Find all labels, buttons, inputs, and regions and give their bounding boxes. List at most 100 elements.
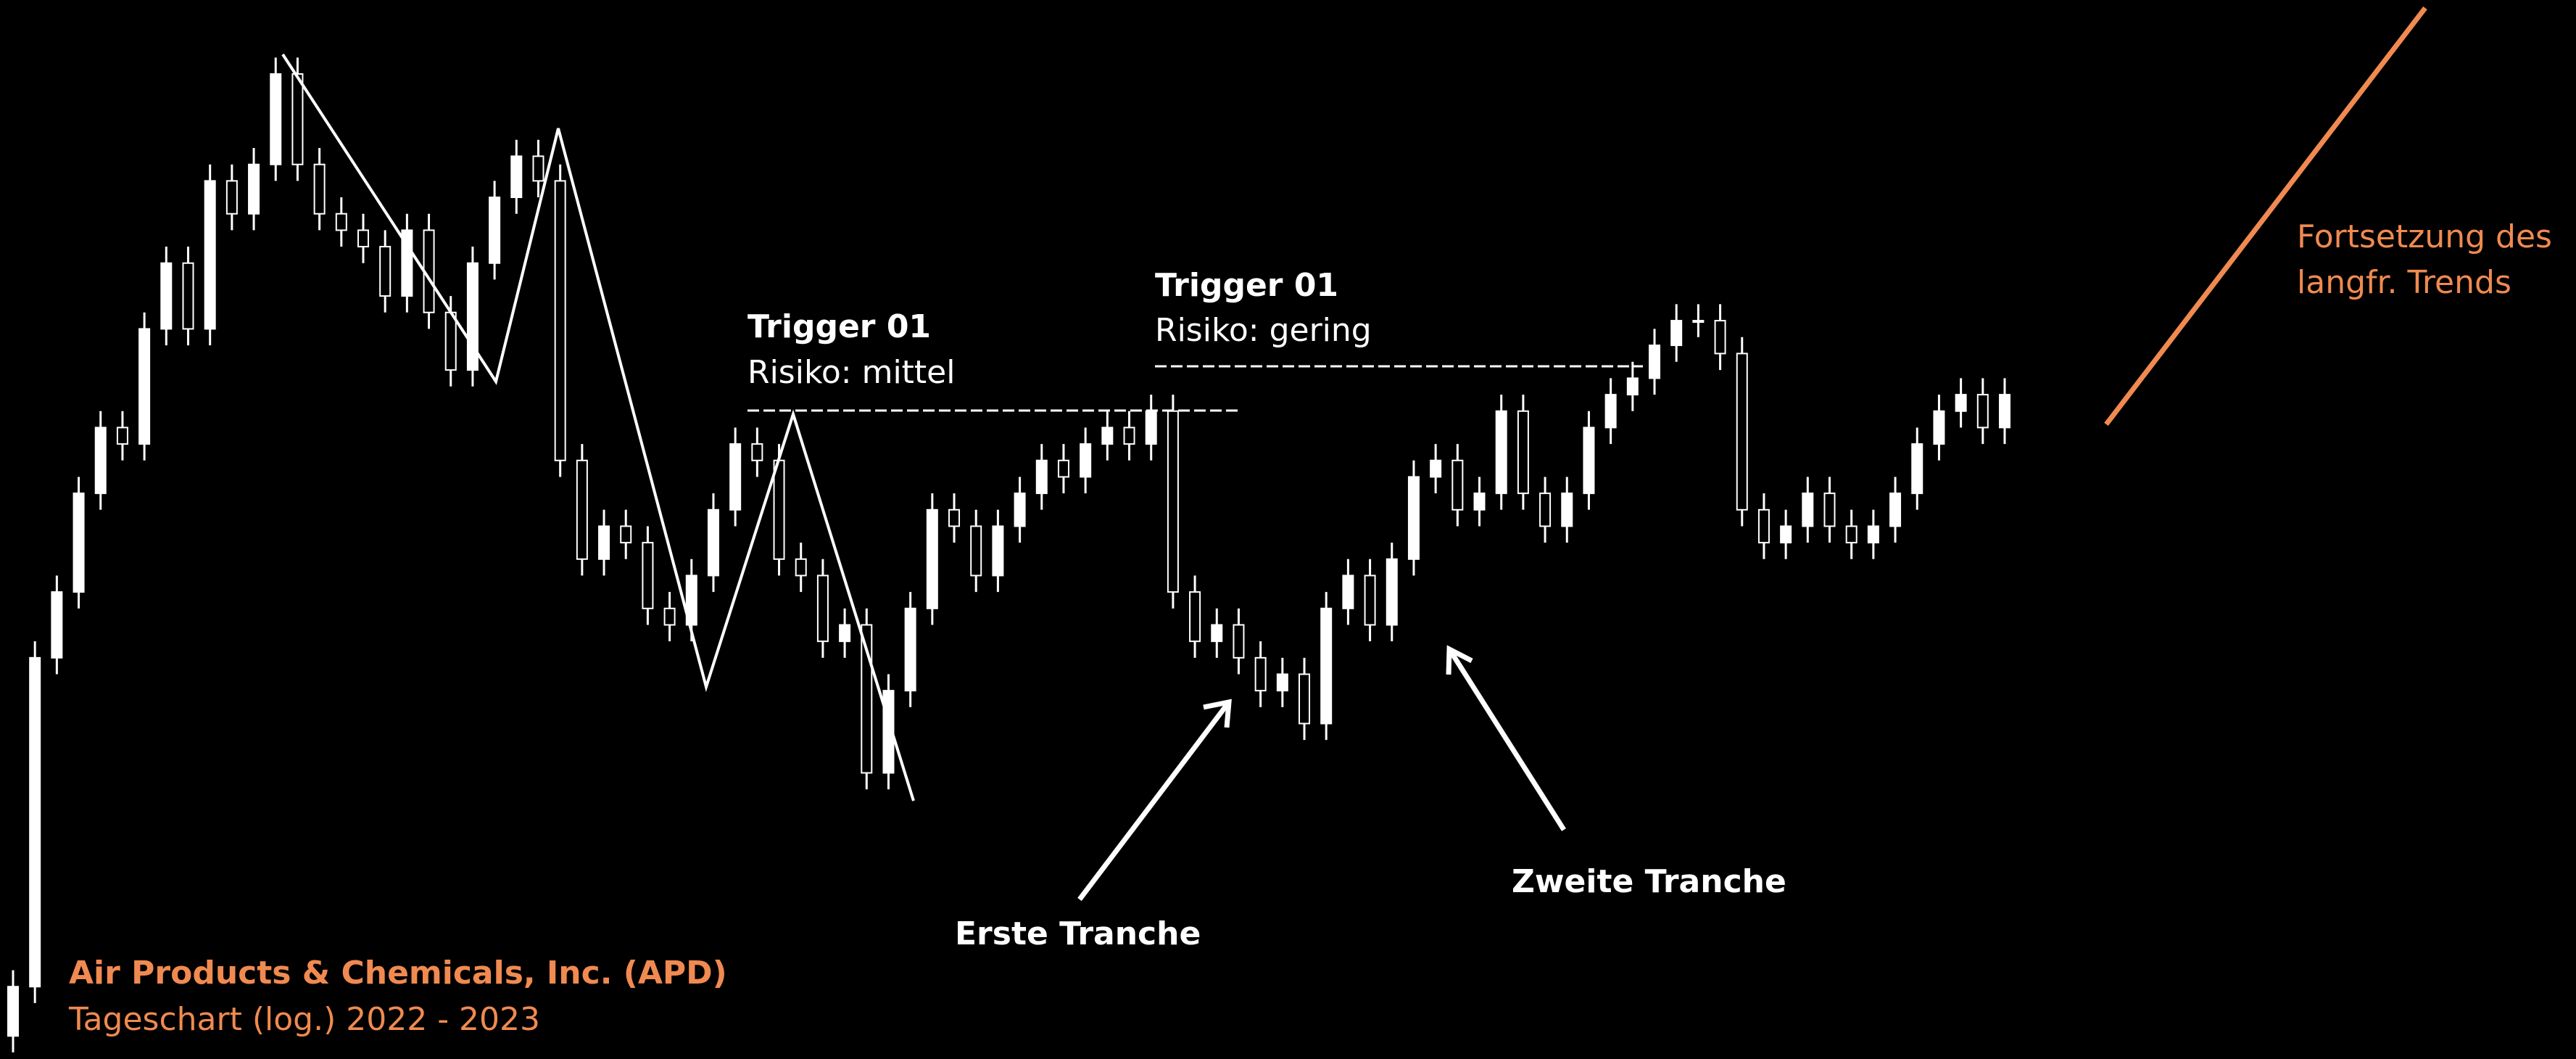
candle-body xyxy=(1451,459,1464,511)
candle-body xyxy=(1473,493,1486,511)
candle-body xyxy=(204,180,216,330)
candle-body xyxy=(1342,574,1354,609)
candle-body xyxy=(663,607,676,626)
candle-body xyxy=(1299,673,1311,725)
annotation: Trigger 01 xyxy=(1155,267,1338,304)
candle-body xyxy=(1189,591,1201,643)
candle-body xyxy=(839,624,851,643)
candle-body xyxy=(379,246,392,297)
candle-body xyxy=(225,180,238,215)
candle-body xyxy=(707,508,719,577)
annotation: Fortsetzung des xyxy=(2297,218,2552,255)
candle-body xyxy=(1430,459,1442,478)
candle-body xyxy=(1539,493,1552,527)
candle-body xyxy=(7,986,19,1037)
candle-body xyxy=(1407,476,1420,560)
candle-body xyxy=(948,508,961,527)
candle-body xyxy=(1604,394,1617,429)
candle-body xyxy=(1670,320,1683,347)
candle-body xyxy=(313,163,326,215)
candle-body xyxy=(160,262,173,330)
candle-body xyxy=(1626,377,1639,396)
candle-body xyxy=(751,443,763,461)
candle-body xyxy=(685,574,697,626)
candle-body xyxy=(1364,574,1376,626)
candle-body xyxy=(1867,525,1879,544)
candle-body xyxy=(1999,394,2010,429)
candle-body xyxy=(1911,443,1923,495)
annotation: Risiko: gering xyxy=(1155,312,1372,349)
candle-body xyxy=(1233,624,1245,659)
candle-body xyxy=(1386,558,1398,626)
candle-body xyxy=(1167,410,1179,593)
candle-body xyxy=(795,558,807,577)
candle-body xyxy=(291,73,304,165)
candle-body xyxy=(116,427,128,445)
candle-body xyxy=(1211,624,1223,643)
candle-body xyxy=(1080,443,1092,478)
candle-body xyxy=(1802,493,1814,527)
trend-line xyxy=(2104,6,2427,427)
arrow xyxy=(1077,699,1232,902)
candles xyxy=(7,57,2010,1052)
candle-body xyxy=(335,213,347,231)
candle-body xyxy=(576,459,588,560)
candle-body xyxy=(270,73,282,165)
candle-body xyxy=(248,163,260,215)
candle-body xyxy=(1320,607,1333,725)
candle-body xyxy=(620,525,632,544)
candle-body xyxy=(904,607,916,692)
annotation: Erste Tranche xyxy=(955,915,1201,952)
candle-body xyxy=(532,155,544,182)
candle-body xyxy=(1254,656,1267,692)
zigzag-line xyxy=(281,53,915,802)
candle-body xyxy=(1035,459,1048,495)
candle-body xyxy=(466,262,479,371)
candle-body xyxy=(1780,525,1792,544)
candle-body xyxy=(1955,394,1967,412)
candle-body xyxy=(444,311,457,371)
arrow xyxy=(1446,645,1566,831)
chart-subtitle: Tageschart (log.) 2022 - 2023 xyxy=(68,1001,540,1038)
candle-body xyxy=(729,443,742,511)
candle-body xyxy=(1757,508,1770,544)
candle-body xyxy=(94,427,107,495)
candle-body xyxy=(1495,410,1507,495)
chart-title: Air Products & Chemicals, Inc. (APD) xyxy=(69,955,727,992)
candle-body xyxy=(1933,410,1945,445)
annotation: Zweite Tranche xyxy=(1512,863,1786,900)
annotation: Risiko: mittel xyxy=(747,354,955,391)
candle-body xyxy=(73,493,85,593)
candle-body xyxy=(1976,394,1989,429)
candle-body xyxy=(357,229,369,248)
candle-body xyxy=(970,525,982,577)
candle-body xyxy=(510,155,523,199)
annotation: Trigger 01 xyxy=(747,308,931,345)
candle-body xyxy=(51,591,63,659)
candle-body xyxy=(489,197,501,264)
candle-body xyxy=(816,574,829,643)
candle-body xyxy=(182,262,194,330)
candle-body xyxy=(1014,493,1026,527)
candle-body xyxy=(1692,320,1705,324)
candle-body xyxy=(138,328,151,445)
candle-body xyxy=(992,525,1004,577)
candle-body xyxy=(1649,345,1661,379)
candle-body xyxy=(598,525,610,560)
candle-body xyxy=(1057,459,1069,478)
candle-body xyxy=(1145,410,1157,445)
candle-body xyxy=(1123,427,1135,445)
candle-body xyxy=(1101,427,1114,445)
candle-body xyxy=(1889,493,1902,527)
candle-body xyxy=(1736,353,1748,511)
candle-body xyxy=(926,508,938,609)
candle-body xyxy=(1714,320,1726,355)
annotation: langfr. Trends xyxy=(2297,264,2511,301)
candle-body xyxy=(29,656,41,988)
candle-body xyxy=(1845,525,1858,544)
candle-body xyxy=(554,180,566,461)
candle-body xyxy=(1561,493,1573,527)
candle-body xyxy=(1823,493,1836,527)
candle-body xyxy=(1276,673,1288,692)
